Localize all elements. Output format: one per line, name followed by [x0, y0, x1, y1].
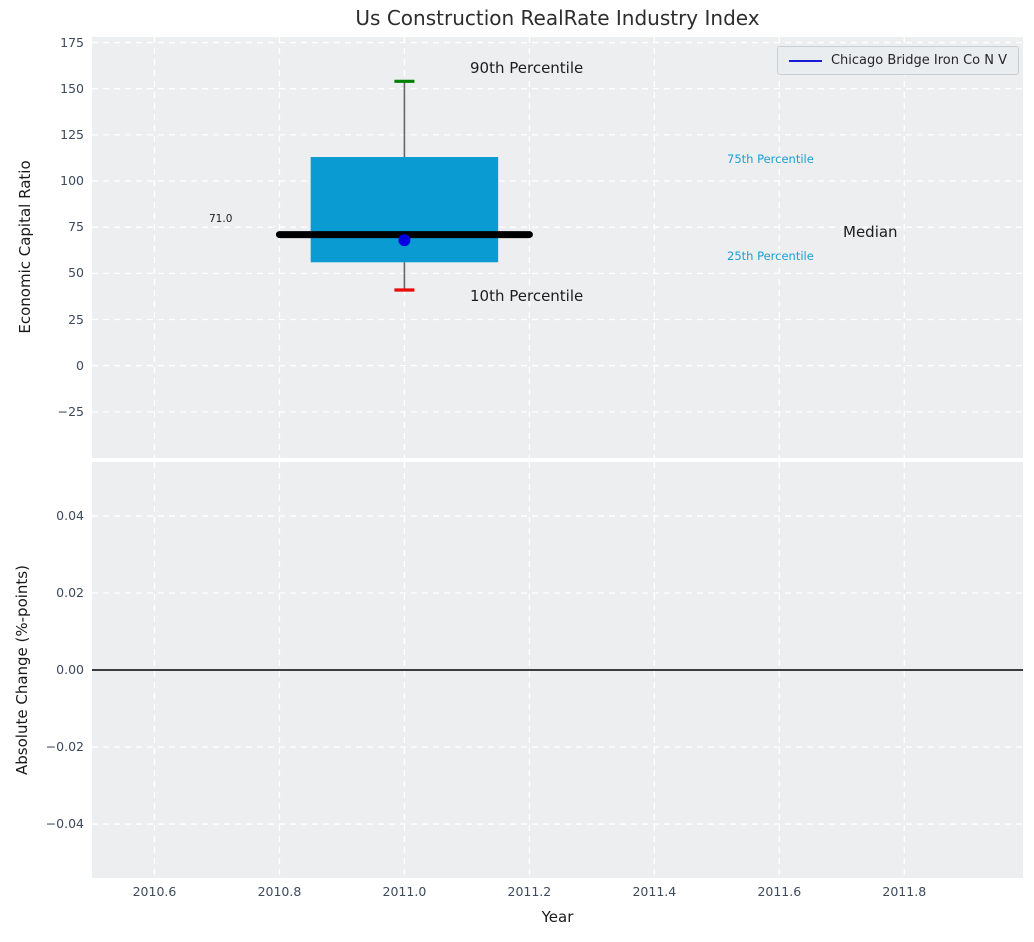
xtick-label: 2010.6 — [132, 884, 177, 899]
annotation-90th-percentile: 90th Percentile — [470, 59, 584, 77]
ytick-label: 0.02 — [56, 584, 84, 600]
annotation-25th-percentile: 25th Percentile — [727, 249, 814, 263]
ytick-label: 0 — [76, 357, 84, 373]
axes-economic-capital-ratio — [92, 37, 1023, 458]
ytick-label: −0.04 — [45, 816, 84, 832]
ytick-label: 175 — [60, 34, 84, 50]
annotation-75th-percentile: 75th Percentile — [727, 152, 814, 166]
ytick-label: 75 — [68, 219, 84, 235]
chart-title: Us Construction RealRate Industry Index — [355, 6, 760, 30]
annotation-10th-percentile: 10th Percentile — [470, 287, 584, 305]
ytick-label: 100 — [60, 173, 84, 189]
xtick-label: 2011.8 — [882, 884, 927, 899]
axes-absolute-change — [92, 462, 1023, 878]
xtick-label: 2011.2 — [507, 884, 552, 899]
xtick-label: 2010.8 — [257, 884, 302, 899]
legend: Chicago Bridge Iron Co N V — [776, 46, 1019, 75]
ytick-label: −0.02 — [45, 739, 84, 755]
legend-label: Chicago Bridge Iron Co N V — [830, 53, 1007, 68]
legend-line-sample — [788, 59, 822, 62]
ytick-label: 0.04 — [56, 507, 84, 523]
xtick-label: 2011.0 — [382, 884, 427, 899]
y-axis-label-top: Economic Capital Ratio — [16, 160, 34, 334]
ytick-label: 150 — [60, 80, 84, 96]
ytick-label: −25 — [57, 403, 84, 419]
y-axis-label-bottom: Absolute Change (%-points) — [13, 565, 31, 775]
annotation-median: Median — [843, 223, 898, 241]
x-axis-label: Year — [541, 908, 574, 926]
annotation-median-value: 71.0 — [209, 213, 233, 225]
ytick-label: 25 — [68, 311, 84, 327]
xtick-label: 2011.4 — [632, 884, 677, 899]
ytick-label: 125 — [60, 126, 84, 142]
ytick-label: 50 — [68, 265, 84, 281]
xtick-label: 2011.6 — [757, 884, 802, 899]
ytick-label: 0.00 — [56, 662, 84, 677]
